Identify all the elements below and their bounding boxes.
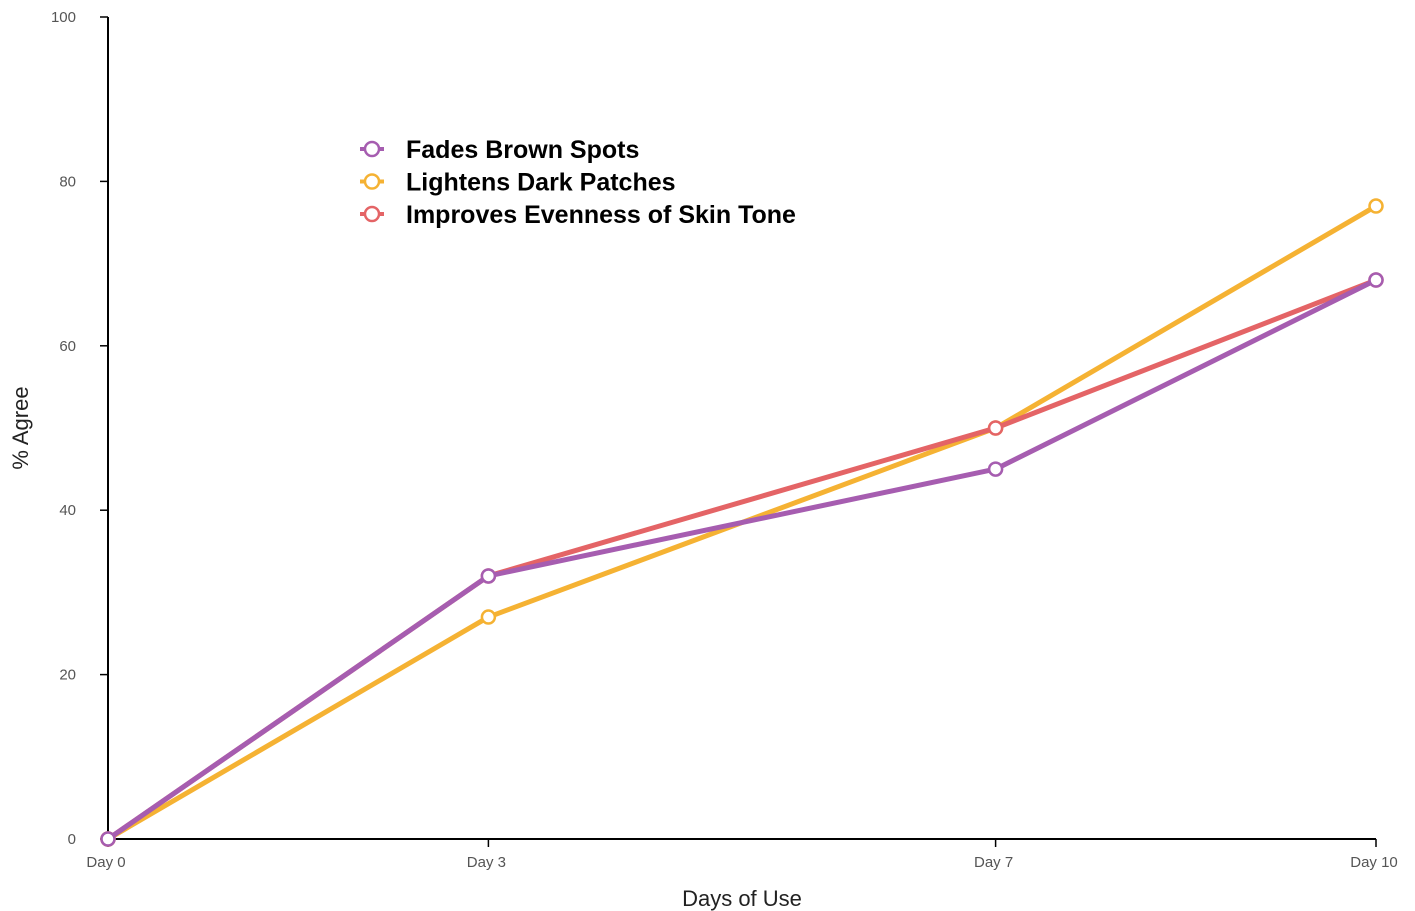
series-line [105, 277, 1379, 842]
legend-item: Improves Evenness of Skin Tone [360, 201, 796, 229]
y-tick-label: 60 [59, 338, 76, 355]
legend-label: Fades Brown Spots [406, 136, 639, 164]
legend-label: Lightens Dark Patches [406, 169, 676, 197]
data-point [480, 568, 497, 584]
x-tick-label: Day 3 [467, 854, 506, 871]
x-tick-label: Day 7 [974, 854, 1013, 871]
series-2 [100, 272, 1384, 847]
legend-swatch-marker [363, 173, 381, 190]
x-tick-label: Day 10 [1350, 854, 1398, 871]
y-axis-ticks: 0 20 40 60 80 100 [51, 9, 108, 848]
legend-swatch-marker [363, 140, 381, 158]
legend-label: Improves Evenness of Skin Tone [406, 201, 796, 229]
data-point [987, 461, 1004, 477]
series-line [105, 277, 1379, 842]
data-point [100, 831, 116, 847]
data-point [1368, 198, 1384, 214]
data-point [480, 609, 497, 625]
x-axis-title: Days of Use [682, 886, 802, 911]
legend-swatch-marker [363, 205, 381, 223]
series-0 [100, 272, 1384, 847]
y-tick-label: 40 [59, 502, 76, 519]
series-layer [100, 198, 1384, 847]
legend: Fades Brown Spots Lightens Dark Patches Im… [360, 136, 796, 229]
legend-item: Lightens Dark Patches [360, 169, 676, 197]
x-tick-label: Day 0 [86, 854, 125, 871]
y-tick-label: 80 [59, 173, 76, 190]
x-axis-ticks: Day 0 Day 3 Day 7 Day 10 [86, 839, 1398, 871]
y-axis-title: % Agree [8, 386, 33, 469]
y-tick-label: 0 [68, 831, 76, 848]
data-point [987, 420, 1004, 436]
y-tick-label: 20 [59, 667, 76, 684]
y-tick-label: 100 [51, 9, 76, 26]
data-point [1368, 272, 1384, 288]
legend-item: Fades Brown Spots [360, 136, 639, 164]
